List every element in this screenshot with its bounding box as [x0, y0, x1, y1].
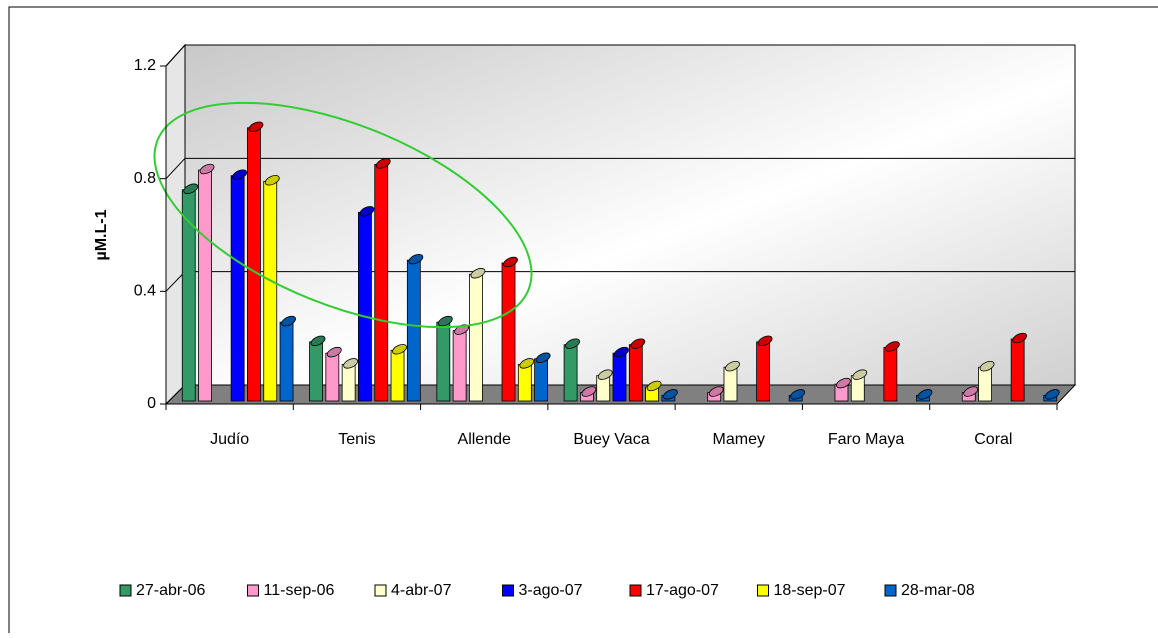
bar: [309, 341, 323, 402]
x-tick-label: Mamey: [713, 431, 765, 448]
bar-top: [725, 360, 740, 372]
bar-top: [852, 369, 868, 380]
legend-label: 28-mar-08: [901, 582, 975, 599]
bar-top: [757, 335, 773, 347]
bar-top: [375, 158, 391, 169]
x-tick-label: Buey Vaca: [573, 431, 649, 448]
bar-top: [979, 360, 995, 372]
bar: [263, 180, 278, 402]
bar-top: [326, 346, 342, 358]
bar-top: [264, 175, 280, 186]
bar: [390, 349, 405, 402]
bar: [563, 344, 578, 402]
axes: 0 0.4 0.8 1.2 Judío Tenis Allende Buey Vaca Mame…: [119, 57, 1058, 599]
legend-swatch: [119, 584, 132, 597]
y-tick-label: 0.4: [134, 283, 156, 300]
bar-top: [708, 386, 724, 397]
legend-label: 27-abr-06: [136, 582, 205, 599]
highlight-ellipse: [153, 101, 533, 329]
bar: [628, 344, 643, 402]
x-tick-label: Tenis: [338, 431, 375, 448]
bar-top: [630, 338, 646, 349]
bar: [469, 273, 483, 402]
legend-swatch: [247, 584, 259, 597]
bar: [883, 347, 898, 402]
bar-top: [884, 341, 900, 352]
bar: [1010, 338, 1025, 402]
bar-top: [963, 386, 979, 397]
bar: [230, 175, 245, 402]
y-tick-label: 0: [147, 395, 156, 412]
legend-swatch: [757, 584, 769, 597]
grid-line: [165, 157, 1075, 180]
bar-top: [917, 389, 933, 400]
bar-top: [614, 346, 629, 358]
bar: [247, 127, 261, 402]
bar: [436, 321, 451, 402]
bar-top: [1044, 389, 1060, 400]
x-tick-label: Judío: [210, 431, 249, 448]
bar: [198, 169, 212, 402]
bar: [534, 358, 549, 402]
legend-label: 18-sep-07: [774, 582, 846, 599]
y-tick-label: 1.2: [134, 57, 156, 74]
bar-top: [343, 358, 359, 369]
x-tick-label: Coral: [974, 431, 1012, 448]
bar-top: [199, 163, 215, 175]
bar-top: [470, 268, 486, 279]
chart-border: [8, 6, 1158, 633]
bar-top: [535, 352, 551, 363]
bar-top: [408, 253, 424, 265]
bar: [756, 341, 770, 402]
bar-top: [503, 256, 518, 268]
legend-swatch: [884, 584, 897, 597]
grid-line: [165, 44, 1075, 67]
bar-top: [581, 386, 597, 397]
y-tick-label: 0.8: [134, 170, 156, 187]
bar: [341, 363, 356, 402]
bar-top: [597, 369, 613, 380]
bar-top: [248, 121, 264, 132]
bar: [406, 259, 421, 402]
bar-top: [281, 315, 296, 327]
x-tick-label: Faro Maya: [828, 431, 905, 448]
legend-swatch: [374, 584, 387, 597]
bar-top: [1012, 332, 1028, 344]
bar-top: [310, 335, 326, 347]
bar-top: [359, 206, 375, 217]
bar-top: [790, 389, 806, 400]
bar-top: [437, 315, 453, 327]
bar-top: [646, 380, 662, 392]
bar: [612, 352, 627, 402]
bar: [517, 363, 532, 402]
legend-label: 11-sep-06: [264, 582, 335, 599]
bar: [978, 366, 992, 402]
legend-label: 3-ago-07: [519, 582, 583, 599]
bar: [452, 330, 467, 402]
bar: [723, 366, 738, 402]
y-axis-label: µM.L-1: [93, 209, 110, 260]
legend-label: 17-ago-07: [646, 582, 719, 599]
bars: [181, 121, 1060, 402]
legend-swatch: [502, 584, 514, 597]
bar-top: [183, 183, 199, 194]
bar-top: [662, 389, 678, 400]
bar: [358, 211, 372, 402]
bar-top: [836, 377, 851, 389]
bar-top: [392, 344, 407, 355]
bar-top: [232, 169, 248, 180]
bar-top: [565, 338, 581, 349]
legend-swatch: [629, 584, 642, 597]
bar-top: [519, 358, 535, 369]
bar: [501, 262, 516, 402]
legend-label: 4-abr-07: [391, 582, 452, 599]
back-wall: [184, 44, 1076, 386]
x-tick-label: Allende: [458, 431, 511, 448]
bar: [374, 163, 389, 402]
bar: [279, 321, 294, 402]
bar: [325, 352, 340, 402]
